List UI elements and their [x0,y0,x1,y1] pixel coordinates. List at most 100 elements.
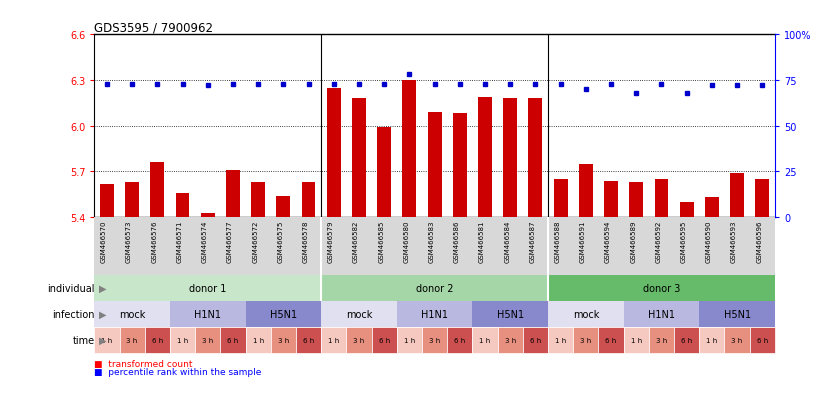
Bar [547,327,572,353]
Bar [704,198,718,218]
Text: ▶: ▶ [98,283,106,293]
Text: GSM466577: GSM466577 [227,221,233,263]
Bar [100,184,114,218]
Bar [144,327,170,353]
Text: GSM466585: GSM466585 [378,221,384,263]
Bar [226,171,240,218]
Bar [201,213,215,218]
Text: 3 h: 3 h [201,337,213,343]
Text: GSM466589: GSM466589 [630,221,636,263]
Bar [472,301,547,327]
Text: GSM466591: GSM466591 [579,221,585,263]
Text: 3 h: 3 h [126,337,138,343]
Text: 1 h: 1 h [177,337,188,343]
Bar [245,327,270,353]
Text: 6 h: 6 h [756,337,767,343]
Text: GSM466570: GSM466570 [101,221,106,263]
Bar [94,301,170,327]
Bar [497,327,523,353]
Text: H1N1: H1N1 [194,309,221,319]
Bar [377,128,391,218]
Text: 6 h: 6 h [604,337,616,343]
Text: GSM466583: GSM466583 [428,221,434,263]
Bar [729,173,743,218]
Text: 1 h: 1 h [328,337,339,343]
Bar [523,327,547,353]
Text: GSM466579: GSM466579 [328,221,333,263]
Text: 3 h: 3 h [731,337,742,343]
Text: ▶: ▶ [98,335,106,345]
Text: 3 h: 3 h [580,337,590,343]
Text: 6 h: 6 h [302,337,314,343]
Bar [472,327,497,353]
Text: 1 h: 1 h [479,337,490,343]
Text: 3 h: 3 h [428,337,440,343]
Bar [170,301,245,327]
Text: infection: infection [52,309,95,319]
Text: GSM466571: GSM466571 [176,221,183,263]
Text: 3 h: 3 h [655,337,667,343]
Text: H1N1: H1N1 [647,309,674,319]
Text: 1 h: 1 h [252,337,264,343]
Bar [446,327,472,353]
Text: GSM466572: GSM466572 [251,221,258,263]
Bar [623,327,648,353]
Bar [528,99,541,218]
Bar [94,327,120,353]
Bar [724,327,749,353]
Bar [175,193,189,218]
Bar [547,301,623,327]
Bar [699,301,774,327]
Bar [628,183,642,218]
Text: GSM466594: GSM466594 [604,221,610,263]
Text: 1 h: 1 h [403,337,414,343]
Bar [251,183,265,218]
Bar [754,180,768,218]
Bar [321,301,396,327]
Text: GSM466580: GSM466580 [403,221,409,263]
Text: 6 h: 6 h [152,337,163,343]
Text: GSM466584: GSM466584 [504,221,509,263]
Bar [170,327,195,353]
Bar [654,180,667,218]
Bar [604,181,618,218]
Text: GSM466588: GSM466588 [554,221,560,263]
Bar [396,301,472,327]
Bar [553,180,567,218]
Bar [220,327,245,353]
Bar [699,327,724,353]
Text: GDS3595 / 7900962: GDS3595 / 7900962 [94,21,213,34]
Bar [598,327,623,353]
Text: 1 h: 1 h [554,337,566,343]
Bar [245,301,321,327]
Bar [428,113,441,218]
Text: GSM466581: GSM466581 [478,221,484,263]
Text: 6 h: 6 h [681,337,691,343]
Text: donor 3: donor 3 [642,283,679,293]
Text: mock: mock [346,309,372,319]
Text: 6 h: 6 h [378,337,389,343]
Text: GSM466586: GSM466586 [453,221,459,263]
Text: GSM466590: GSM466590 [705,221,711,263]
Bar [578,164,592,218]
Bar [673,327,699,353]
Text: GSM466578: GSM466578 [302,221,308,263]
Bar [547,275,774,301]
Text: 1 h: 1 h [630,337,641,343]
Bar [371,327,396,353]
Text: GSM466593: GSM466593 [731,221,736,263]
Text: individual: individual [48,283,95,293]
Text: 3 h: 3 h [504,337,515,343]
Text: ■  percentile rank within the sample: ■ percentile rank within the sample [94,368,261,377]
Text: GSM466595: GSM466595 [680,221,686,263]
Text: 3 h: 3 h [278,337,288,343]
Text: GSM466573: GSM466573 [126,221,132,263]
Text: GSM466596: GSM466596 [755,221,762,263]
Bar [301,183,315,218]
Text: ▶: ▶ [98,309,106,319]
Text: mock: mock [119,309,145,319]
Bar [572,327,598,353]
Text: H5N1: H5N1 [722,309,749,319]
Bar [276,196,290,218]
Text: mock: mock [572,309,599,319]
